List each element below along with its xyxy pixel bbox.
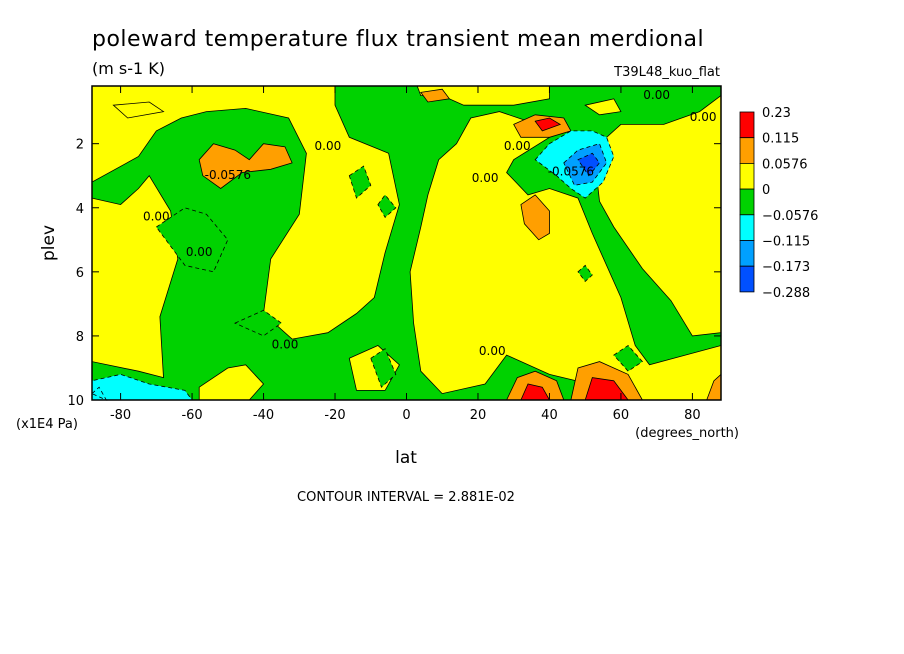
x-tick-label-0: -80: [110, 408, 131, 423]
legend-label-5: −0.115: [762, 235, 810, 250]
legend-label-7: −0.288: [762, 286, 810, 301]
x-tick-label-6: 40: [541, 408, 558, 423]
x-tick-label-4: 0: [402, 408, 410, 423]
contour-region-15: [577, 264, 593, 282]
contour-region-30: [91, 386, 108, 401]
x-unit-note: (degrees_north): [635, 426, 739, 441]
legend-label-4: −0.0576: [762, 209, 818, 224]
x-tick-label-5: 20: [470, 408, 487, 423]
legend-swatch-0: [739, 111, 755, 139]
legend-swatch-4: [739, 214, 755, 241]
legend-swatch-3: [739, 188, 755, 216]
contour-label-9: 0.00: [643, 88, 670, 102]
contour-label-0: 0.00: [315, 139, 342, 153]
plot-area: 0.00 -0.0576 0.00 0.00 0.00 0.00 0.00 0.00 -0.05…: [91, 85, 722, 401]
x-tick-label-1: -60: [181, 408, 202, 423]
contour-label-7: 0.00: [472, 171, 499, 185]
contour-region-1: [91, 175, 179, 379]
contour-region-9: [155, 207, 229, 273]
y-tick-label-0: 2: [76, 138, 84, 153]
contour-region-11: [377, 194, 397, 219]
contour-region-13: [370, 348, 397, 388]
x-tick-label-2: -40: [253, 408, 274, 423]
contour-region-8: [112, 101, 165, 119]
contour-region-4: [409, 111, 722, 401]
x-tick-label-3: -20: [324, 408, 345, 423]
legend-swatch-5: [739, 240, 755, 267]
legend-swatch-2: [739, 162, 755, 190]
y-tick-label-3: 8: [76, 330, 84, 345]
legend-label-1: 0.115: [762, 132, 799, 147]
legend-swatch-6: [739, 265, 755, 293]
legend-label-6: −0.173: [762, 260, 810, 275]
contour-label-1: -0.0576: [205, 168, 251, 182]
contour-label-10: 0.00: [690, 110, 717, 124]
contour-label-3: 0.00: [186, 245, 213, 259]
legend-swatch-1: [739, 137, 755, 164]
x-tick-label-8: 80: [684, 408, 701, 423]
contour-region-19: [420, 88, 451, 103]
run-label: T39L48_kuo_flat: [613, 65, 720, 80]
legend-label-3: 0: [762, 183, 770, 198]
chart-title: poleward temperature flux transient mean…: [92, 27, 704, 52]
contour-region-12: [234, 309, 283, 337]
x-tick-label-7: 60: [613, 408, 630, 423]
y-axis-label: plev: [39, 225, 59, 261]
legend: 0.23 0.115 0.0576 0 −0.0576 −0.115 −0.173 −0.28…: [739, 106, 818, 301]
contour-label-6: 0.00: [504, 139, 531, 153]
contour-region-25: [534, 117, 562, 132]
contour-interval: CONTOUR INTERVAL = 2.881E-02: [297, 490, 515, 505]
y-tick-label-4: 10: [67, 394, 84, 409]
y-axis: 2 4 6 8 10: [67, 138, 721, 409]
contour-labels: 0.00 -0.0576 0.00 0.00 0.00 0.00 0.00 0.00 -0.05…: [143, 88, 717, 358]
contour-regions: [91, 85, 722, 401]
contour-region-7: [584, 98, 622, 116]
x-axis: -80 -60 -40 -20 0 20 40 60 80: [110, 86, 701, 423]
y-unit-note: (x1E4 Pa): [16, 417, 78, 432]
contour-label-2: 0.00: [143, 210, 170, 224]
legend-label-2: 0.0576: [762, 157, 808, 172]
chart-units: (m s-1 K): [92, 59, 165, 78]
legend-label-0: 0.23: [762, 106, 791, 121]
contour-label-4: 0.00: [272, 338, 299, 352]
y-tick-label-2: 6: [76, 266, 84, 281]
contour-region-28: [577, 152, 601, 177]
contour-label-5: 0.00: [479, 344, 506, 358]
contour-region-17: [520, 194, 550, 241]
y-tick-label-1: 4: [76, 202, 84, 217]
contour-region-10: [348, 165, 372, 199]
x-axis-label: lat: [395, 448, 417, 468]
contour-region-14: [613, 344, 644, 372]
contour-region-16: [198, 143, 293, 189]
contour-label-8: -0.0576: [548, 165, 594, 179]
